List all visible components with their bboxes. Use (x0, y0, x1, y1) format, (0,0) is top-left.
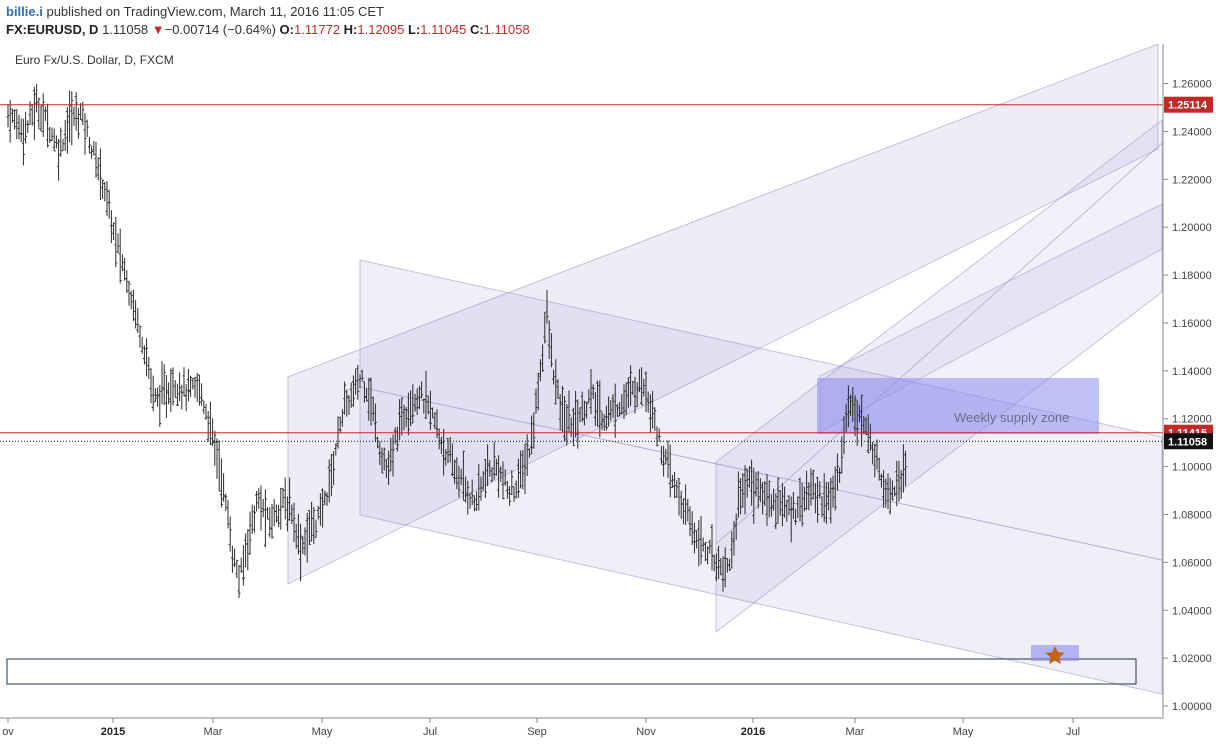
symbol-quote-line: FX:EURUSD, D 1.11058 ▼−0.00714 (−0.64%) … (6, 22, 530, 37)
x-tick-label: 2016 (741, 726, 765, 738)
low-value: 1.11045 (420, 22, 467, 37)
y-tick-label: 1.12000 (1172, 414, 1212, 426)
price-label: 1.11058 (1168, 436, 1207, 448)
y-tick-label: 1.04000 (1172, 605, 1212, 617)
price-label: 1.25114 (1168, 100, 1208, 112)
y-axis: 1.26000 1.24000 1.22000 1.20000 1.18000 1.160… (1163, 79, 1212, 713)
x-tick-label: Mar (846, 726, 865, 738)
chart-header: billie.i published on TradingView.com, M… (0, 0, 1221, 45)
open-label: O: (279, 22, 294, 37)
x-tick-label: 2015 (101, 726, 125, 738)
last-price: 1.11058 (102, 22, 149, 37)
author-link[interactable]: billie.i (6, 4, 43, 19)
price-change: −0.00714 (−0.64%) (164, 22, 276, 37)
price-chart[interactable]: Weekly supply zone Euro Fx/U.S. Dollar, … (0, 44, 1221, 746)
close-label: C: (469, 22, 484, 37)
chart-title: Euro Fx/U.S. Dollar, D, FXCM (15, 53, 174, 67)
y-tick-label: 1.24000 (1172, 126, 1212, 138)
y-tick-label: 1.00000 (1172, 701, 1212, 713)
x-tick-label: Mar (204, 726, 223, 738)
x-tick-label: Jul (1066, 726, 1080, 738)
down-arrow-icon: ▼ (151, 22, 165, 37)
published-text: published on TradingView.com, March 11, … (46, 4, 384, 19)
price-bars (6, 83, 908, 598)
high-value: 1.12095 (357, 22, 405, 37)
y-tick-label: 1.22000 (1172, 174, 1212, 186)
y-tick-label: 1.06000 (1172, 557, 1212, 569)
y-tick-label: 1.02000 (1172, 653, 1212, 665)
y-tick-label: 1.20000 (1172, 222, 1212, 234)
y-tick-label: 1.26000 (1172, 79, 1212, 91)
close-value: 1.11058 (483, 22, 530, 37)
x-tick-label: May (312, 726, 333, 738)
y-tick-label: 1.16000 (1172, 318, 1212, 330)
y-tick-label: 1.08000 (1172, 509, 1212, 521)
target-box[interactable] (6, 658, 1137, 685)
supply-zone-annotation: Weekly supply zone (954, 410, 1069, 425)
price-lines (0, 104, 1163, 442)
high-label: H: (343, 22, 358, 37)
price-label-box (1164, 433, 1213, 450)
ascending-channel-1[interactable] (287, 44, 1159, 585)
x-tick-label: Sep (527, 726, 547, 738)
symbol-label[interactable]: FX:EURUSD, D (6, 22, 99, 37)
price-label-box (1164, 96, 1213, 113)
star-icon[interactable] (1045, 646, 1065, 664)
x-tick-label: Nov (636, 726, 656, 738)
low-label: L: (408, 22, 421, 37)
x-axis[interactable]: ov 2015 Mar May Jul Sep Nov 2016 Mar May Jul (2, 718, 1080, 738)
channel-median-line[interactable] (359, 386, 1163, 561)
x-tick-label: May (953, 726, 974, 738)
y-tick-label: 1.14000 (1172, 366, 1212, 378)
y-tick-label: 1.18000 (1172, 270, 1212, 282)
trend-line-steep[interactable] (715, 142, 1163, 545)
x-tick-label: Jul (423, 726, 437, 738)
publish-line: billie.i published on TradingView.com, M… (6, 4, 384, 19)
open-value: 1.11772 (294, 22, 341, 37)
y-tick-label: 1.10000 (1172, 462, 1212, 474)
x-tick-label: ov (2, 726, 14, 738)
